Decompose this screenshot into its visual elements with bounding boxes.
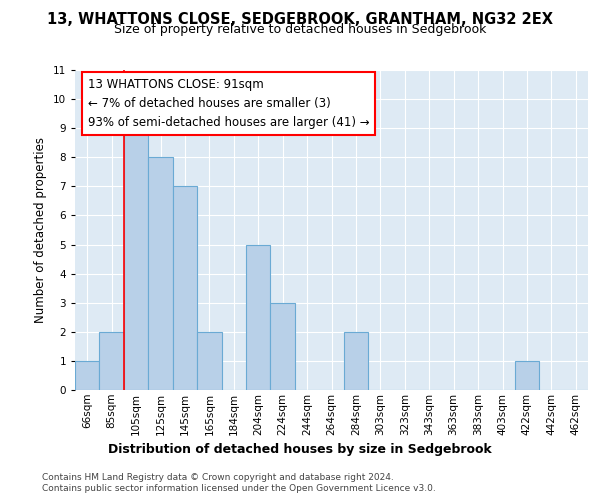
Text: 13, WHATTONS CLOSE, SEDGEBROOK, GRANTHAM, NG32 2EX: 13, WHATTONS CLOSE, SEDGEBROOK, GRANTHAM… xyxy=(47,12,553,28)
Bar xyxy=(344,332,368,390)
Text: Distribution of detached houses by size in Sedgebrook: Distribution of detached houses by size … xyxy=(108,442,492,456)
Text: Contains HM Land Registry data © Crown copyright and database right 2024.: Contains HM Land Registry data © Crown c… xyxy=(42,472,394,482)
Y-axis label: Number of detached properties: Number of detached properties xyxy=(34,137,47,323)
Bar xyxy=(515,361,539,390)
Bar xyxy=(197,332,221,390)
Bar xyxy=(148,158,173,390)
Bar xyxy=(173,186,197,390)
Text: 13 WHATTONS CLOSE: 91sqm
← 7% of detached houses are smaller (3)
93% of semi-det: 13 WHATTONS CLOSE: 91sqm ← 7% of detache… xyxy=(88,78,370,129)
Bar xyxy=(100,332,124,390)
Bar xyxy=(246,244,271,390)
Text: Contains public sector information licensed under the Open Government Licence v3: Contains public sector information licen… xyxy=(42,484,436,493)
Bar xyxy=(124,128,148,390)
Text: Size of property relative to detached houses in Sedgebrook: Size of property relative to detached ho… xyxy=(114,24,486,36)
Bar xyxy=(271,302,295,390)
Bar xyxy=(75,361,100,390)
